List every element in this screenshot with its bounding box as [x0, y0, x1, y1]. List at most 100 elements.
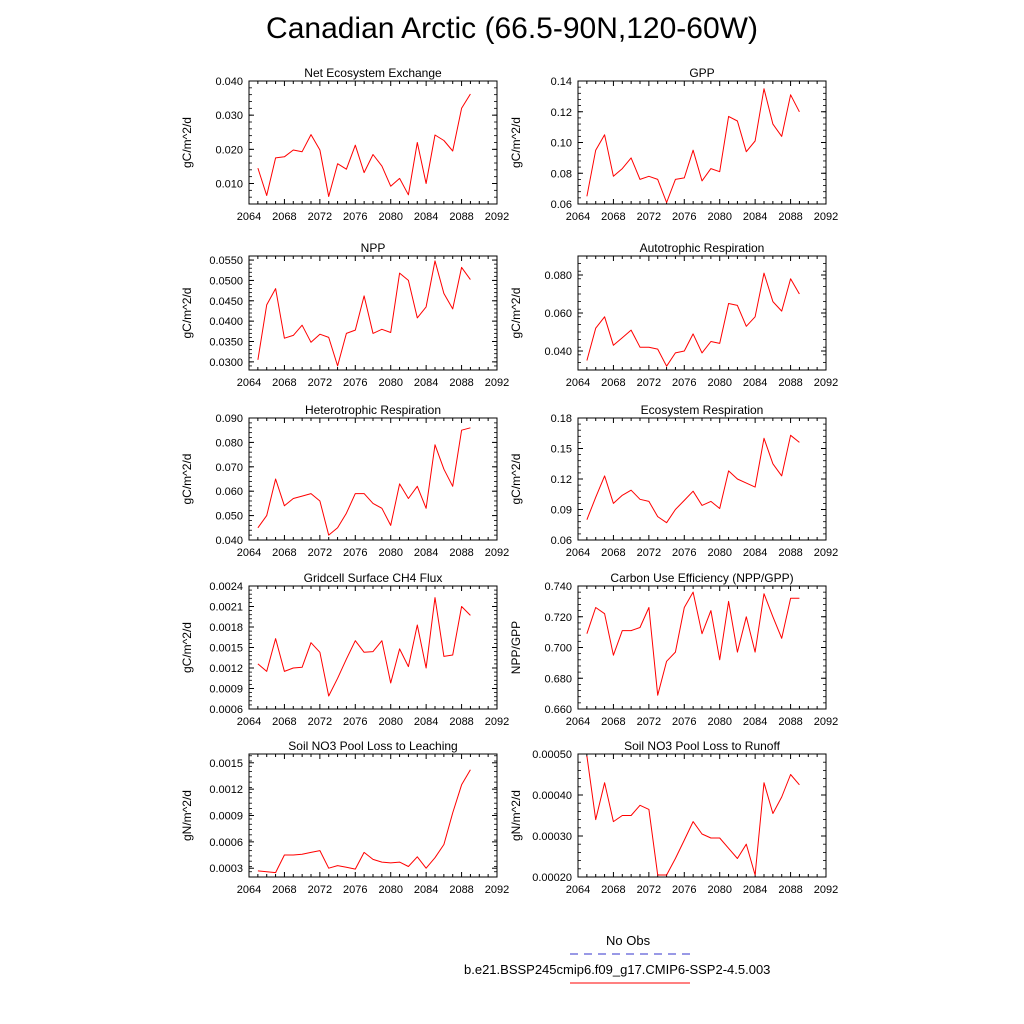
y-tick-label: 0.06	[551, 199, 572, 211]
y-tick-label: 0.00050	[532, 749, 572, 761]
y-tick-label: 0.0009	[209, 684, 243, 696]
series-line	[257, 260, 471, 367]
y-axis-label: gC/m^2/d	[509, 454, 523, 505]
x-tick-label: 2064	[237, 211, 261, 223]
y-tick-label: 0.010	[215, 179, 243, 191]
x-tick-label: 2076	[672, 377, 696, 389]
x-tick-label: 2072	[308, 547, 332, 559]
y-tick-label: 0.680	[544, 673, 572, 685]
y-tick-label: 0.020	[215, 144, 243, 156]
chart-panel-3: NPP 2064 2068 2072 2076 2080 2084 2088 2092 0.030…	[180, 241, 509, 389]
x-tick-label: 2084	[414, 377, 438, 389]
y-tick-label: 0.00040	[532, 790, 572, 802]
x-tick-label: 2072	[637, 211, 661, 223]
x-tick-label: 2072	[637, 547, 661, 559]
x-tick-label: 2088	[778, 716, 802, 728]
x-tick-label: 2092	[814, 884, 838, 896]
chart-panel-10: Soil NO3 Pool Loss to Runoff 2064 2068 2072…	[509, 739, 838, 896]
y-tick-label: 0.0012	[209, 663, 243, 675]
y-tick-label: 0.0006	[209, 704, 243, 716]
x-tick-label: 2068	[272, 547, 296, 559]
y-tick-label: 0.040	[544, 346, 572, 358]
chart-panel-8: Carbon Use Efficiency (NPP/GPP) 2064 2068 2…	[509, 571, 838, 728]
x-tick-label: 2084	[743, 377, 767, 389]
x-tick-label: 2088	[449, 884, 473, 896]
x-tick-label: 2068	[601, 716, 625, 728]
x-tick-label: 2088	[778, 884, 802, 896]
x-tick-label: 2080	[707, 377, 731, 389]
y-tick-label: 0.0021	[209, 602, 243, 614]
y-tick-label: 0.0550	[209, 255, 243, 267]
chart-panel-2: GPP 2064 2068 2072 2076 2080 2084 2088 2092 0.06 0…	[509, 66, 838, 223]
x-tick-label: 2064	[237, 377, 261, 389]
x-tick-label: 2092	[485, 547, 509, 559]
x-tick-label: 2080	[707, 884, 731, 896]
x-tick-label: 2072	[637, 377, 661, 389]
x-tick-label: 2072	[637, 884, 661, 896]
y-axis-label: gC/m^2/d	[180, 622, 194, 673]
series-line	[586, 591, 800, 696]
x-tick-label: 2072	[637, 716, 661, 728]
x-tick-label: 2092	[485, 211, 509, 223]
y-tick-label: 0.0003	[209, 863, 243, 875]
y-tick-label: 0.0300	[209, 357, 243, 369]
y-tick-label: 0.12	[551, 107, 572, 119]
y-axis-label: gC/m^2/d	[509, 117, 523, 168]
x-tick-label: 2072	[308, 377, 332, 389]
x-tick-label: 2080	[707, 716, 731, 728]
y-tick-label: 0.0018	[209, 622, 243, 634]
y-axis-label: gC/m^2/d	[180, 288, 194, 339]
series-line	[586, 434, 800, 524]
y-tick-label: 0.12	[551, 474, 572, 486]
x-tick-label: 2084	[414, 547, 438, 559]
y-tick-label: 0.00030	[532, 831, 572, 843]
x-tick-label: 2088	[449, 716, 473, 728]
y-tick-label: 0.030	[215, 110, 243, 122]
y-tick-label: 0.080	[215, 437, 243, 449]
plot-frame	[248, 80, 498, 205]
x-tick-label: 2080	[378, 884, 402, 896]
x-tick-label: 2092	[485, 377, 509, 389]
x-tick-label: 2064	[566, 716, 590, 728]
y-tick-label: 0.0015	[209, 758, 243, 770]
x-tick-label: 2080	[378, 377, 402, 389]
chart-title: Gridcell Surface CH4 Flux	[304, 571, 443, 585]
x-tick-label: 2076	[672, 884, 696, 896]
y-tick-label: 0.060	[544, 308, 572, 320]
y-tick-label: 0.080	[544, 270, 572, 282]
chart-panel-7: Gridcell Surface CH4 Flux 2064 2068 2072 207…	[180, 571, 509, 728]
chart-title: Net Ecosystem Exchange	[304, 66, 442, 80]
x-tick-label: 2076	[343, 377, 367, 389]
plot-frame	[248, 417, 498, 541]
x-tick-label: 2092	[814, 377, 838, 389]
x-tick-label: 2084	[414, 211, 438, 223]
x-tick-label: 2092	[814, 716, 838, 728]
figure-title: Canadian Arctic (66.5-90N,120-60W)	[266, 12, 758, 45]
y-tick-label: 0.0009	[209, 811, 243, 823]
y-tick-label: 0.18	[551, 413, 572, 425]
series-line	[257, 427, 471, 536]
x-tick-label: 2072	[308, 884, 332, 896]
x-tick-label: 2080	[707, 211, 731, 223]
x-tick-label: 2076	[672, 547, 696, 559]
x-tick-label: 2088	[778, 547, 802, 559]
plot-frame	[577, 753, 827, 878]
plot-frame	[248, 585, 498, 710]
y-tick-label: 0.0024	[209, 581, 243, 593]
y-tick-label: 0.0012	[209, 784, 243, 796]
x-tick-label: 2080	[378, 716, 402, 728]
chart-title: Autotrophic Respiration	[640, 241, 765, 255]
y-tick-label: 0.10	[551, 138, 572, 150]
x-tick-label: 2076	[343, 211, 367, 223]
x-tick-label: 2092	[485, 884, 509, 896]
x-tick-label: 2076	[672, 211, 696, 223]
x-tick-label: 2088	[778, 377, 802, 389]
y-tick-label: 0.700	[544, 643, 572, 655]
chart-title: Soil NO3 Pool Loss to Leaching	[288, 739, 457, 753]
x-tick-label: 2088	[778, 211, 802, 223]
plot-frame	[577, 80, 827, 205]
x-tick-label: 2068	[272, 211, 296, 223]
y-tick-label: 0.040	[215, 535, 243, 547]
y-axis-label: NPP/GPP	[509, 621, 523, 674]
